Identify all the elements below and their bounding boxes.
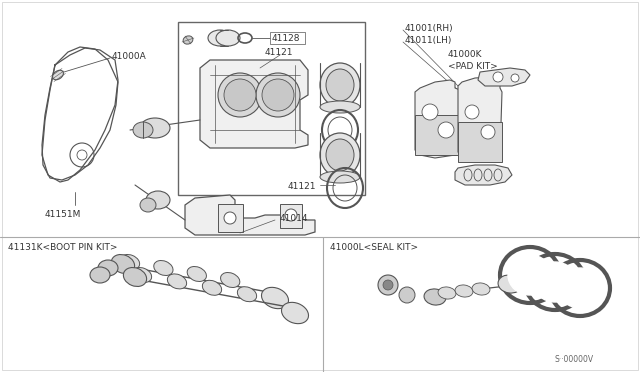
Ellipse shape bbox=[140, 118, 170, 138]
Ellipse shape bbox=[282, 302, 308, 324]
Ellipse shape bbox=[221, 273, 240, 288]
Text: 41011(LH): 41011(LH) bbox=[405, 35, 452, 45]
Polygon shape bbox=[478, 68, 530, 86]
Ellipse shape bbox=[216, 30, 240, 46]
Circle shape bbox=[378, 275, 398, 295]
Ellipse shape bbox=[262, 287, 289, 309]
Ellipse shape bbox=[168, 274, 187, 289]
Ellipse shape bbox=[98, 260, 118, 276]
Text: 41131K<BOOT PIN KIT>: 41131K<BOOT PIN KIT> bbox=[8, 244, 118, 253]
Ellipse shape bbox=[320, 171, 360, 183]
Ellipse shape bbox=[472, 283, 490, 295]
Circle shape bbox=[399, 287, 415, 303]
Circle shape bbox=[422, 104, 438, 120]
Ellipse shape bbox=[218, 73, 262, 117]
Ellipse shape bbox=[90, 267, 110, 283]
Ellipse shape bbox=[262, 79, 294, 111]
Ellipse shape bbox=[154, 260, 173, 276]
Ellipse shape bbox=[124, 267, 147, 286]
Polygon shape bbox=[185, 195, 315, 235]
Ellipse shape bbox=[224, 79, 256, 111]
Text: 41121: 41121 bbox=[288, 182, 317, 190]
Circle shape bbox=[465, 105, 479, 119]
Text: 41128: 41128 bbox=[272, 33, 301, 42]
Ellipse shape bbox=[424, 289, 446, 305]
Circle shape bbox=[383, 280, 393, 290]
Ellipse shape bbox=[133, 122, 153, 138]
Ellipse shape bbox=[183, 36, 193, 44]
Bar bbox=[458, 122, 502, 162]
Ellipse shape bbox=[256, 73, 300, 117]
Circle shape bbox=[493, 72, 503, 82]
Text: 41121: 41121 bbox=[265, 48, 294, 57]
Polygon shape bbox=[415, 80, 460, 158]
Ellipse shape bbox=[326, 69, 354, 101]
Ellipse shape bbox=[52, 70, 63, 80]
Text: 41000A: 41000A bbox=[112, 51, 147, 61]
Ellipse shape bbox=[508, 255, 552, 295]
Bar bbox=[280, 204, 302, 228]
Text: 41014: 41014 bbox=[280, 214, 308, 222]
Ellipse shape bbox=[320, 101, 360, 113]
Ellipse shape bbox=[202, 280, 221, 295]
Ellipse shape bbox=[320, 63, 360, 107]
Ellipse shape bbox=[237, 287, 257, 302]
Text: <PAD KIT>: <PAD KIT> bbox=[448, 61, 498, 71]
Polygon shape bbox=[455, 165, 512, 185]
Ellipse shape bbox=[558, 268, 602, 308]
Circle shape bbox=[285, 209, 297, 221]
Bar bbox=[270, 32, 305, 44]
Ellipse shape bbox=[320, 133, 360, 177]
Circle shape bbox=[511, 74, 519, 82]
Ellipse shape bbox=[120, 254, 140, 269]
Ellipse shape bbox=[533, 262, 577, 302]
Circle shape bbox=[481, 125, 495, 139]
Text: 41000L<SEAL KIT>: 41000L<SEAL KIT> bbox=[330, 244, 418, 253]
Ellipse shape bbox=[455, 285, 473, 297]
Text: 41151M: 41151M bbox=[45, 209, 81, 218]
Text: 41001(RH): 41001(RH) bbox=[405, 23, 454, 32]
Ellipse shape bbox=[132, 267, 152, 282]
Bar bbox=[178, 22, 365, 195]
Polygon shape bbox=[200, 60, 308, 148]
Text: S··00000V: S··00000V bbox=[555, 356, 594, 365]
Bar bbox=[218, 204, 243, 232]
Ellipse shape bbox=[187, 266, 207, 282]
Ellipse shape bbox=[208, 30, 232, 46]
Ellipse shape bbox=[498, 275, 522, 293]
Polygon shape bbox=[458, 77, 502, 162]
Ellipse shape bbox=[111, 254, 134, 273]
Circle shape bbox=[438, 122, 454, 138]
Ellipse shape bbox=[146, 191, 170, 209]
Ellipse shape bbox=[326, 139, 354, 171]
Text: 41000K: 41000K bbox=[448, 49, 483, 58]
Ellipse shape bbox=[140, 198, 156, 212]
Ellipse shape bbox=[438, 287, 456, 299]
Bar bbox=[415, 115, 460, 155]
Circle shape bbox=[224, 212, 236, 224]
